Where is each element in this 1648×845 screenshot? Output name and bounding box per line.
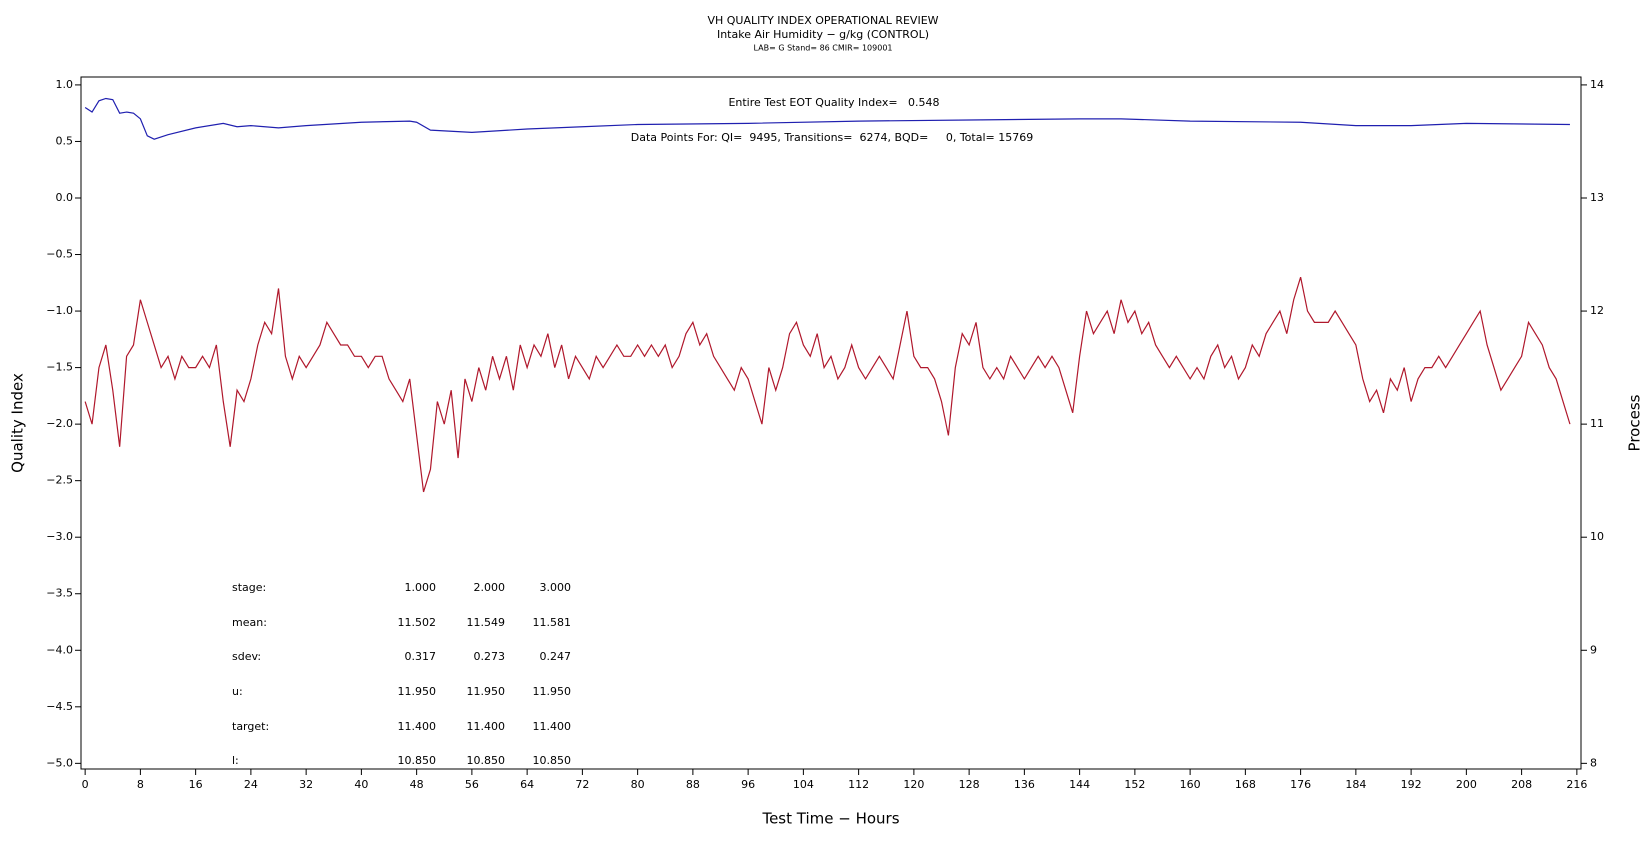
- x-tick-label: 144: [1069, 778, 1090, 791]
- x-tick-label: 120: [903, 778, 924, 791]
- x-tick-label: 64: [520, 778, 534, 791]
- x-tick-label: 176: [1290, 778, 1311, 791]
- x-axis-label: Test Time − Hours: [761, 810, 899, 828]
- stats-value: 10.850: [533, 754, 572, 767]
- stats-label: stage:: [232, 581, 266, 594]
- y2-tick-label: 11: [1590, 417, 1604, 430]
- x-tick-label: 216: [1566, 778, 1587, 791]
- y-tick-label: −0.5: [46, 248, 73, 261]
- x-tick-label: 72: [575, 778, 589, 791]
- y-tick-label: 1.0: [56, 78, 74, 91]
- y2-axis-label: Process: [1626, 394, 1644, 451]
- y2-tick-label: 13: [1590, 191, 1604, 204]
- x-tick-label: 96: [741, 778, 755, 791]
- stats-value: 11.400: [533, 720, 572, 733]
- x-tick-label: 128: [959, 778, 980, 791]
- chart-subtitle: LAB= G Stand= 86 CMIR= 109001: [753, 44, 892, 53]
- stats-value: 11.400: [398, 720, 437, 733]
- stats-label: mean:: [232, 616, 267, 629]
- x-tick-label: 184: [1345, 778, 1366, 791]
- x-tick-label: 112: [848, 778, 869, 791]
- x-tick-label: 200: [1456, 778, 1477, 791]
- stats-value: 11.950: [467, 685, 506, 698]
- stats-label: l:: [232, 754, 239, 767]
- annotation: Data Points For: QI= 9495, Transitions= …: [631, 131, 1033, 144]
- stats-value: 11.950: [398, 685, 437, 698]
- y-axis-label: Quality Index: [9, 373, 27, 473]
- series-line: [84, 276, 1571, 493]
- chart-subtitle: Intake Air Humidity − g/kg (CONTROL): [717, 28, 929, 41]
- x-tick-label: 40: [354, 778, 368, 791]
- y-tick-label: −1.5: [46, 361, 73, 374]
- x-tick-label: 88: [686, 778, 700, 791]
- stats-value: 2.000: [474, 581, 506, 594]
- y-tick-label: −3.0: [46, 530, 73, 543]
- y2-tick-label: 8: [1590, 756, 1597, 769]
- stats-label: target:: [232, 720, 269, 733]
- x-tick-label: 0: [82, 778, 89, 791]
- x-tick-label: 32: [299, 778, 313, 791]
- stats-value: 0.247: [540, 650, 572, 663]
- x-tick-label: 152: [1124, 778, 1145, 791]
- y-tick-label: −2.0: [46, 417, 73, 430]
- y-tick-label: −2.5: [46, 474, 73, 487]
- y-tick-label: −4.0: [46, 643, 73, 656]
- stats-value: 1.000: [405, 581, 437, 594]
- x-tick-label: 8: [137, 778, 144, 791]
- y-tick-label: −1.0: [46, 304, 73, 317]
- plot-frame: [80, 76, 1582, 770]
- stats-value: 10.850: [398, 754, 437, 767]
- stats-value: 10.850: [467, 754, 506, 767]
- x-tick-label: 48: [410, 778, 424, 791]
- stats-label: sdev:: [232, 650, 261, 663]
- x-tick-label: 80: [631, 778, 645, 791]
- stats-value: 11.502: [398, 616, 437, 629]
- stats-value: 0.273: [474, 650, 506, 663]
- series-line: [84, 97, 1570, 140]
- y-tick-label: 0.0: [56, 191, 74, 204]
- y2-tick-label: 14: [1590, 78, 1604, 91]
- stats-label: u:: [232, 685, 243, 698]
- stats-value: 3.000: [540, 581, 572, 594]
- y2-tick-label: 9: [1590, 643, 1597, 656]
- y-tick-label: −3.5: [46, 587, 73, 600]
- x-tick-label: 16: [189, 778, 203, 791]
- stats-value: 0.317: [405, 650, 437, 663]
- y-tick-label: 0.5: [56, 134, 74, 147]
- x-tick-label: 168: [1235, 778, 1256, 791]
- y2-tick-label: 10: [1590, 530, 1604, 543]
- x-tick-label: 192: [1401, 778, 1422, 791]
- x-tick-label: 104: [793, 778, 814, 791]
- stats-value: 11.400: [467, 720, 506, 733]
- y2-tick-label: 12: [1590, 304, 1604, 317]
- stats-value: 11.549: [467, 616, 506, 629]
- stats-value: 11.950: [533, 685, 572, 698]
- x-tick-label: 208: [1511, 778, 1532, 791]
- x-tick-label: 160: [1180, 778, 1201, 791]
- x-tick-label: 56: [465, 778, 479, 791]
- x-tick-label: 136: [1014, 778, 1035, 791]
- y-tick-label: −5.0: [46, 756, 73, 769]
- y-tick-label: −4.5: [46, 700, 73, 713]
- annotation: Entire Test EOT Quality Index= 0.548: [728, 96, 939, 109]
- x-tick-label: 24: [244, 778, 258, 791]
- chart-title: VH QUALITY INDEX OPERATIONAL REVIEW: [707, 14, 938, 27]
- stats-value: 11.581: [533, 616, 572, 629]
